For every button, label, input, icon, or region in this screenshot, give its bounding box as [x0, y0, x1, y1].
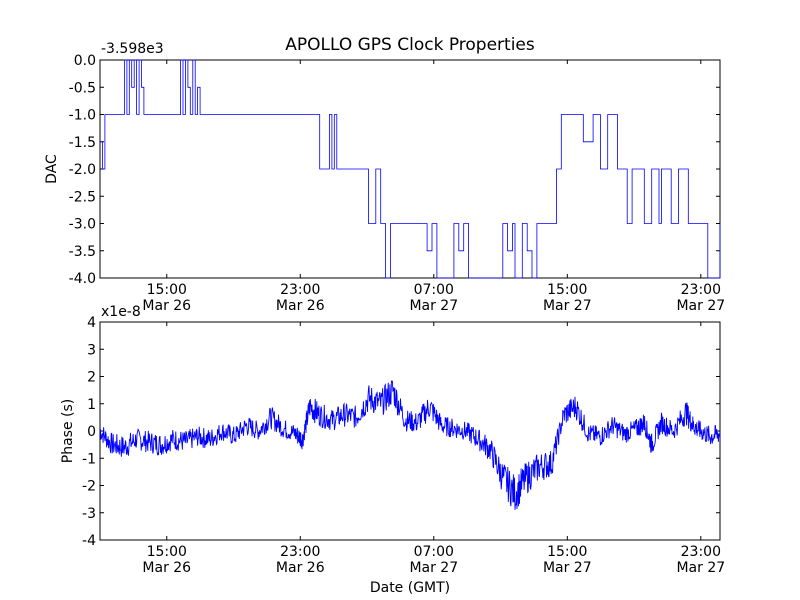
x-tick-label-time: 23:00: [280, 282, 320, 298]
x-tick-label-date: Mar 27: [543, 298, 592, 314]
y-tick-label: -4: [82, 533, 96, 549]
x-tick-label-time: 07:00: [414, 544, 454, 560]
x-tick-label-date: Mar 26: [276, 298, 325, 314]
y-tick-label: -1.5: [69, 135, 96, 151]
phase-series-line: [99, 380, 721, 510]
y-tick-label: -3.5: [69, 244, 96, 260]
x-tick-label-date: Mar 26: [142, 298, 191, 314]
y-tick-label: -2.0: [69, 162, 96, 178]
x-tick-label-date: Mar 27: [409, 560, 458, 576]
dac-series-line: [100, 59, 721, 279]
y-tick-label: -3.0: [69, 217, 96, 233]
dac-ylabel: DAC: [44, 154, 60, 184]
y-tick-label: 4: [87, 315, 96, 331]
x-tick-label-date: Mar 27: [676, 560, 725, 576]
y-tick-label: 3: [87, 342, 96, 358]
y-tick-label: 0.0: [74, 53, 96, 69]
x-tick-label-time: 15:00: [147, 282, 187, 298]
dac-offset-label: -3.598e3: [101, 41, 164, 57]
x-tick-label-date: Mar 26: [276, 560, 325, 576]
y-tick-label: 1: [87, 397, 96, 413]
x-tick-label-time: 15:00: [147, 544, 187, 560]
x-tick-label-date: Mar 27: [676, 298, 725, 314]
y-tick-label: -2: [82, 479, 96, 495]
y-tick-label: -1: [82, 451, 96, 467]
phase-series-group: [99, 380, 721, 510]
x-tick-label-date: Mar 26: [142, 560, 191, 576]
dac-series-group: [100, 59, 721, 279]
phase-offset-label: x1e-8: [101, 304, 141, 320]
y-tick-label: -4.0: [69, 271, 96, 287]
y-tick-label: -1.0: [69, 108, 96, 124]
y-tick-label: 0: [87, 424, 96, 440]
x-tick-label-time: 15:00: [547, 282, 587, 298]
x-tick-label-date: Mar 27: [543, 560, 592, 576]
y-tick-label: -0.5: [69, 80, 96, 96]
x-tick-label-time: 15:00: [547, 544, 587, 560]
x-axis-label: Date (GMT): [370, 580, 450, 596]
y-tick-label: -2.5: [69, 189, 96, 205]
phase-ylabel: Phase (s): [60, 399, 76, 463]
x-tick-label-time: 07:00: [414, 282, 454, 298]
chart-title: APOLLO GPS Clock Properties: [285, 35, 535, 55]
x-tick-label-time: 23:00: [681, 544, 721, 560]
x-tick-label-date: Mar 27: [409, 298, 458, 314]
x-tick-label-time: 23:00: [280, 544, 320, 560]
y-tick-label: -3: [82, 506, 96, 522]
y-tick-label: 2: [87, 370, 96, 386]
x-tick-label-time: 23:00: [681, 282, 721, 298]
